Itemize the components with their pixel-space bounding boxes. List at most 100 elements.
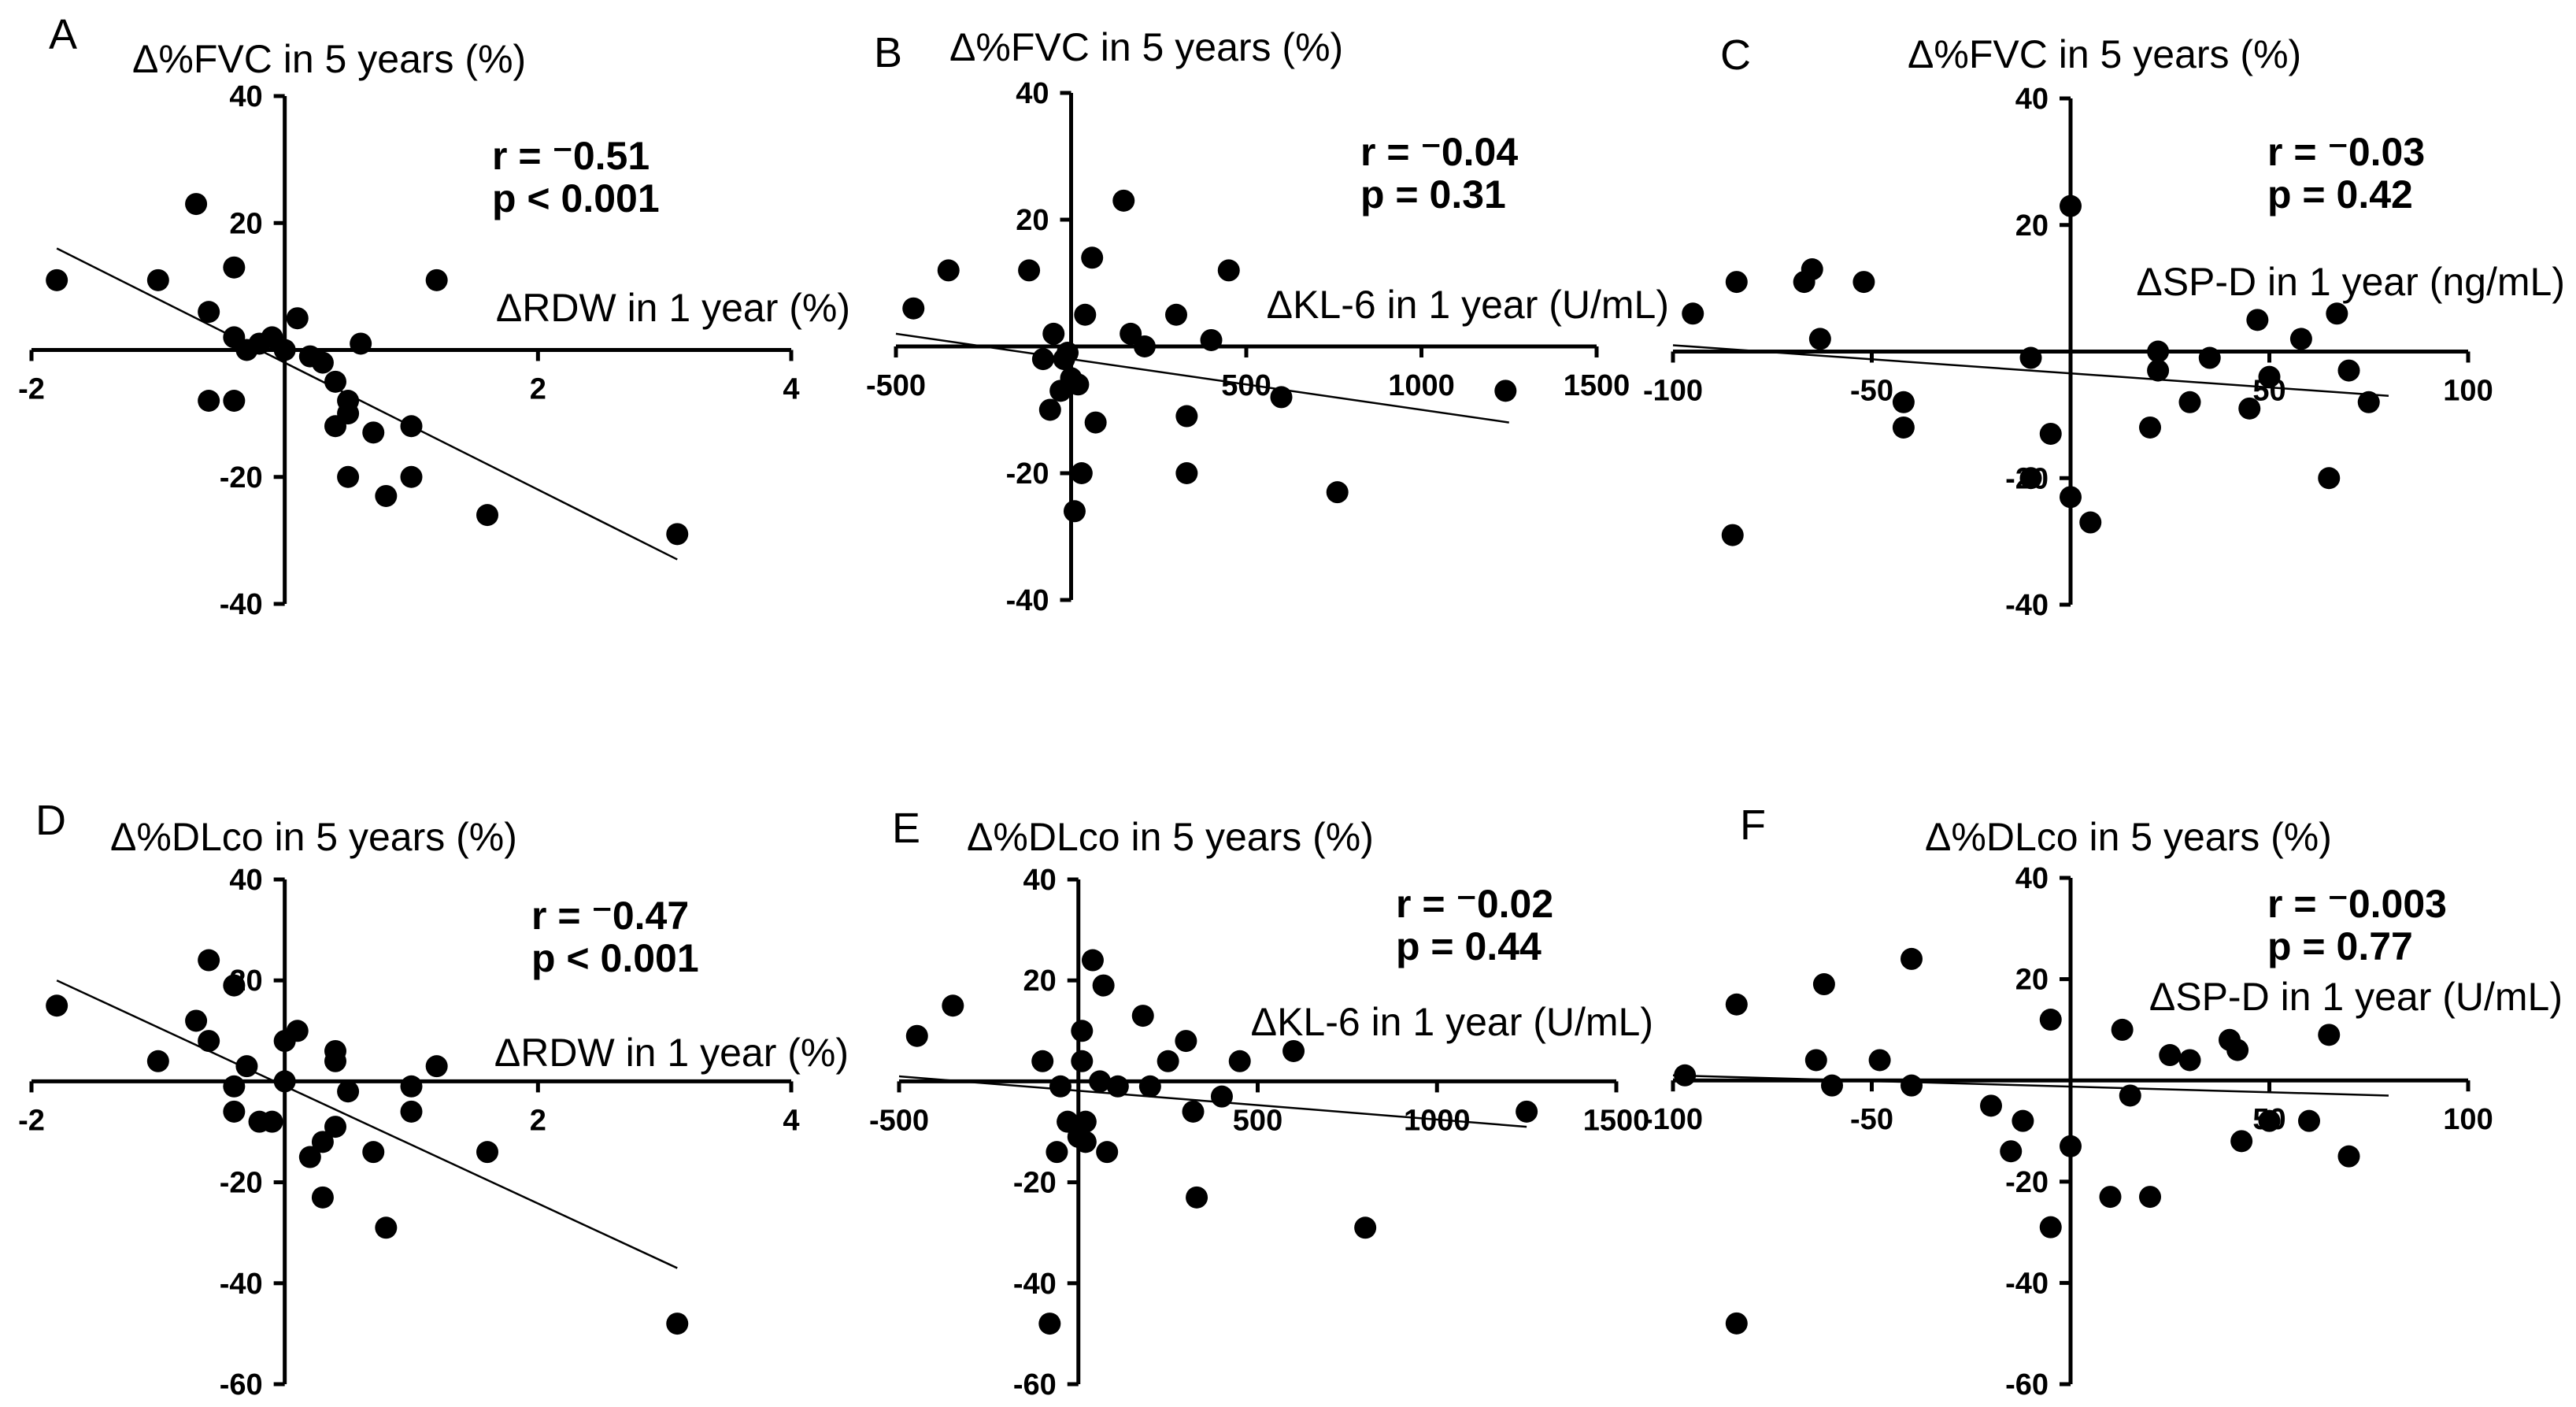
data-point bbox=[942, 994, 964, 1017]
data-point bbox=[1063, 500, 1086, 523]
data-point bbox=[476, 1141, 498, 1164]
data-point bbox=[2318, 467, 2341, 490]
panel-b: -500 500 1000 1500 40 20 -20 -40 B Δ%FVC in 5 yea… bbox=[866, 25, 1669, 617]
data-point bbox=[1175, 405, 1198, 428]
data-point bbox=[1200, 328, 1223, 351]
data-point bbox=[1980, 1094, 2002, 1117]
y-tick-label: -20 bbox=[1006, 457, 1049, 491]
y-tick-label: 20 bbox=[2015, 209, 2049, 243]
r-value: r = ⁻0.51 bbox=[492, 134, 650, 178]
y-tick-label: 40 bbox=[1023, 864, 1056, 897]
data-point bbox=[337, 465, 360, 488]
data-point bbox=[1042, 322, 1065, 345]
y-axis-title: Δ%FVC in 5 years (%) bbox=[949, 25, 1343, 69]
data-point bbox=[400, 1075, 423, 1098]
x-tick-label: 2 bbox=[530, 1104, 546, 1137]
data-point bbox=[1092, 974, 1115, 997]
data-point bbox=[1326, 481, 1349, 504]
y-tick-label: -40 bbox=[2005, 589, 2049, 622]
data-point bbox=[2337, 1145, 2360, 1168]
data-point bbox=[1131, 1005, 1154, 1027]
data-point bbox=[1868, 1049, 1891, 1072]
data-point bbox=[2326, 302, 2348, 325]
r-value: r = ⁻0.47 bbox=[531, 894, 689, 938]
data-point bbox=[2198, 346, 2221, 369]
y-tick-label: -60 bbox=[2005, 1368, 2049, 1401]
data-point bbox=[1106, 1075, 1129, 1098]
data-point bbox=[1084, 411, 1107, 434]
data-point bbox=[1801, 258, 1823, 281]
r-value: r = ⁻0.03 bbox=[2267, 130, 2425, 174]
data-point bbox=[2289, 328, 2312, 350]
data-point bbox=[1804, 1049, 1827, 1072]
regression-line bbox=[895, 332, 1509, 424]
data-point bbox=[400, 465, 423, 488]
y-axis-title: Δ%DLco in 5 years (%) bbox=[967, 815, 1374, 859]
y-tick-label: -40 bbox=[1013, 1268, 1057, 1301]
data-point bbox=[198, 1030, 220, 1053]
r-value: r = ⁻0.04 bbox=[1360, 130, 1518, 174]
y-tick-label: 40 bbox=[1016, 77, 1049, 110]
data-point bbox=[198, 390, 220, 412]
data-point bbox=[937, 259, 960, 282]
x-tick-label: -50 bbox=[1850, 1103, 1893, 1136]
data-point bbox=[337, 1080, 360, 1103]
data-point bbox=[1516, 1100, 1538, 1123]
panel-letter: D bbox=[35, 797, 66, 844]
data-point bbox=[1821, 1074, 1843, 1097]
y-tick-label: -60 bbox=[220, 1368, 263, 1401]
p-value: p = 0.42 bbox=[2267, 172, 2413, 217]
data-point bbox=[375, 1216, 398, 1239]
p-value: p = 0.77 bbox=[2267, 924, 2413, 968]
data-point bbox=[1852, 271, 1875, 294]
data-point bbox=[1096, 1141, 1119, 1164]
x-axis-title: ΔKL-6 in 1 year (U/mL) bbox=[1251, 1000, 1653, 1044]
data-point bbox=[2230, 1130, 2253, 1153]
x-tick-label: 2 bbox=[530, 373, 546, 406]
data-point bbox=[324, 1039, 346, 1062]
y-tick-label: -20 bbox=[220, 1167, 263, 1200]
data-point bbox=[1046, 1141, 1068, 1164]
data-point bbox=[666, 523, 689, 546]
panel-letter: F bbox=[1740, 802, 1766, 849]
data-point bbox=[2357, 391, 2380, 413]
x-axis-title: ΔSP-D in 1 year (U/mL) bbox=[2149, 975, 2563, 1019]
data-point bbox=[1081, 949, 1104, 972]
data-point bbox=[261, 1110, 283, 1133]
data-point bbox=[273, 339, 296, 361]
x-tick-label: 4 bbox=[783, 1104, 799, 1137]
data-point bbox=[1892, 416, 1915, 439]
data-point bbox=[1038, 398, 1061, 421]
p-value: p = 0.44 bbox=[1396, 924, 1542, 968]
data-point bbox=[1070, 462, 1093, 484]
data-point bbox=[2318, 1024, 2341, 1046]
y-tick-label: 40 bbox=[2015, 862, 2049, 895]
data-point bbox=[1282, 1039, 1305, 1062]
y-tick-label: -20 bbox=[2005, 1166, 2049, 1199]
data-point bbox=[2060, 194, 2082, 217]
data-point bbox=[2178, 391, 2201, 413]
data-point bbox=[2019, 346, 2042, 369]
data-point bbox=[198, 949, 220, 972]
data-point bbox=[2019, 467, 2042, 490]
p-value: p = 0.31 bbox=[1360, 172, 1506, 217]
panel-letter: B bbox=[874, 29, 902, 76]
r-value: r = ⁻0.003 bbox=[2267, 882, 2447, 926]
x-tick-label: -2 bbox=[18, 1104, 45, 1137]
x-axis-title: ΔSP-D in 1 year (ng/mL) bbox=[2136, 260, 2565, 304]
data-point bbox=[400, 1100, 423, 1123]
data-point bbox=[2060, 486, 2082, 509]
x-tick-label: -100 bbox=[1643, 375, 1703, 408]
data-point bbox=[1133, 335, 1156, 357]
y-tick-label: 20 bbox=[229, 207, 262, 240]
x-tick-label: 1500 bbox=[1564, 369, 1630, 402]
data-point bbox=[1089, 1070, 1112, 1093]
data-point bbox=[1018, 259, 1041, 282]
y-tick-label: 40 bbox=[229, 80, 262, 113]
data-point bbox=[324, 1116, 346, 1139]
data-point bbox=[1081, 246, 1104, 269]
x-tick-label: -50 bbox=[1850, 375, 1893, 408]
x-tick-label: 500 bbox=[1233, 1104, 1282, 1137]
